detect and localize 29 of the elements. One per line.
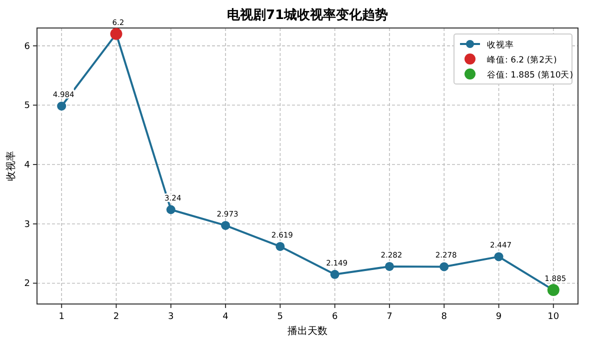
point <box>276 242 285 251</box>
y-tick-label: 3 <box>24 220 30 230</box>
legend-label: 谷值: 1.885 (第10天) <box>487 70 574 80</box>
x-tick-label: 10 <box>548 312 560 322</box>
point <box>330 270 340 279</box>
x-tick-label: 4 <box>222 312 229 322</box>
x-tick-label: 5 <box>277 312 284 322</box>
y-tick-label: 2 <box>24 279 30 290</box>
point <box>221 220 230 230</box>
y-tick-label: 5 <box>24 101 30 112</box>
point <box>57 102 66 111</box>
x-tick-label: 9 <box>496 312 502 322</box>
x-tick-label: 7 <box>386 312 392 322</box>
point <box>440 262 449 272</box>
point <box>384 262 394 271</box>
x-tick-label: 6 <box>332 312 338 322</box>
x-tick-label: 2 <box>113 312 120 322</box>
point <box>494 252 504 262</box>
y-tick-label: 4 <box>24 160 30 171</box>
x-tick-label: 3 <box>168 312 174 322</box>
y-axis-title: 收视率 <box>5 151 17 181</box>
chart-title: 电视剧71城收视率变化趋势 <box>226 7 388 23</box>
y-tick-label: 6 <box>24 42 30 52</box>
point <box>166 205 176 214</box>
x-tick-label: 1 <box>58 312 64 322</box>
legend-label: 收视率 <box>487 40 514 50</box>
x-axis-title: 播出天数 <box>288 325 328 337</box>
legend-label: 峰值: 6.2 (第2天) <box>487 54 557 66</box>
x-tick-label: 8 <box>441 312 448 322</box>
